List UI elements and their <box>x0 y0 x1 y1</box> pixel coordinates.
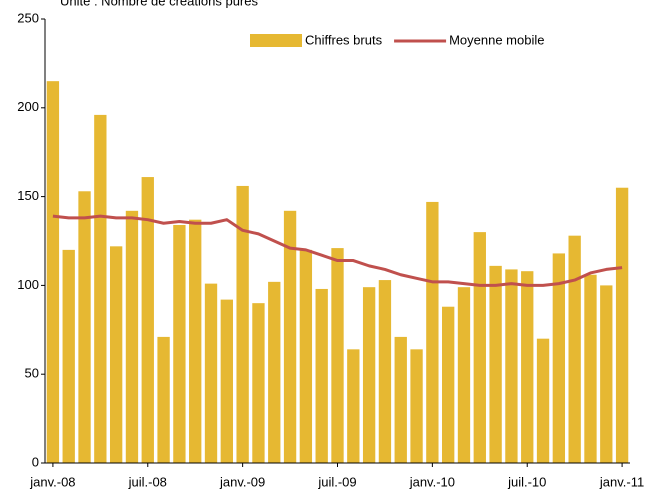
legend-label: Moyenne mobile <box>449 32 544 47</box>
bar <box>394 336 407 463</box>
line <box>52 214 623 287</box>
bar <box>600 285 613 463</box>
bar <box>615 187 629 463</box>
x-tick-label: janv.-09 <box>219 474 265 489</box>
y-tick-label: 150 <box>17 188 39 203</box>
bar <box>236 185 249 463</box>
bar <box>362 287 376 463</box>
bar <box>378 280 392 463</box>
bar <box>426 201 439 464</box>
bar <box>473 232 486 463</box>
legend-swatch <box>250 34 302 47</box>
x-tick-label: juil.-10 <box>507 474 546 489</box>
bar <box>331 248 344 463</box>
bar <box>189 219 202 463</box>
bar <box>457 287 471 463</box>
bar <box>410 349 423 463</box>
bar <box>220 299 233 463</box>
bar <box>109 246 123 463</box>
bar <box>125 210 139 463</box>
bar <box>141 177 154 463</box>
x-tick-label: juil.-08 <box>128 474 167 489</box>
bar <box>78 191 91 463</box>
bar <box>204 283 218 463</box>
x-tick-label: janv.-11 <box>599 474 644 489</box>
y-tick-label: 100 <box>17 277 39 292</box>
bar <box>568 235 581 463</box>
y-tick-label: 200 <box>17 99 39 114</box>
legend-label: Chiffres bruts <box>305 32 383 47</box>
bar <box>268 281 281 463</box>
bar <box>489 265 502 463</box>
y-tick-label: 0 <box>32 454 39 469</box>
x-tick-label: janv.-08 <box>29 474 75 489</box>
bar <box>552 253 566 463</box>
chart-subtitle: Unité : Nombre de créations pures <box>60 0 258 8</box>
y-tick-label: 250 <box>17 10 39 25</box>
x-tick-label: janv.-10 <box>409 474 455 489</box>
bar <box>536 338 550 463</box>
bar <box>283 210 297 463</box>
bar <box>157 336 170 463</box>
bar <box>94 114 107 464</box>
bar <box>505 269 518 463</box>
bar <box>442 306 455 463</box>
bar <box>46 81 60 463</box>
x-tick-label: juil.-09 <box>317 474 356 489</box>
bar <box>62 249 75 463</box>
bar <box>347 349 360 463</box>
bar <box>521 271 534 463</box>
bar <box>584 274 597 463</box>
y-tick-label: 50 <box>25 366 39 381</box>
bar <box>173 225 186 463</box>
bar <box>299 249 313 463</box>
bar <box>252 303 265 463</box>
bar <box>315 288 328 463</box>
